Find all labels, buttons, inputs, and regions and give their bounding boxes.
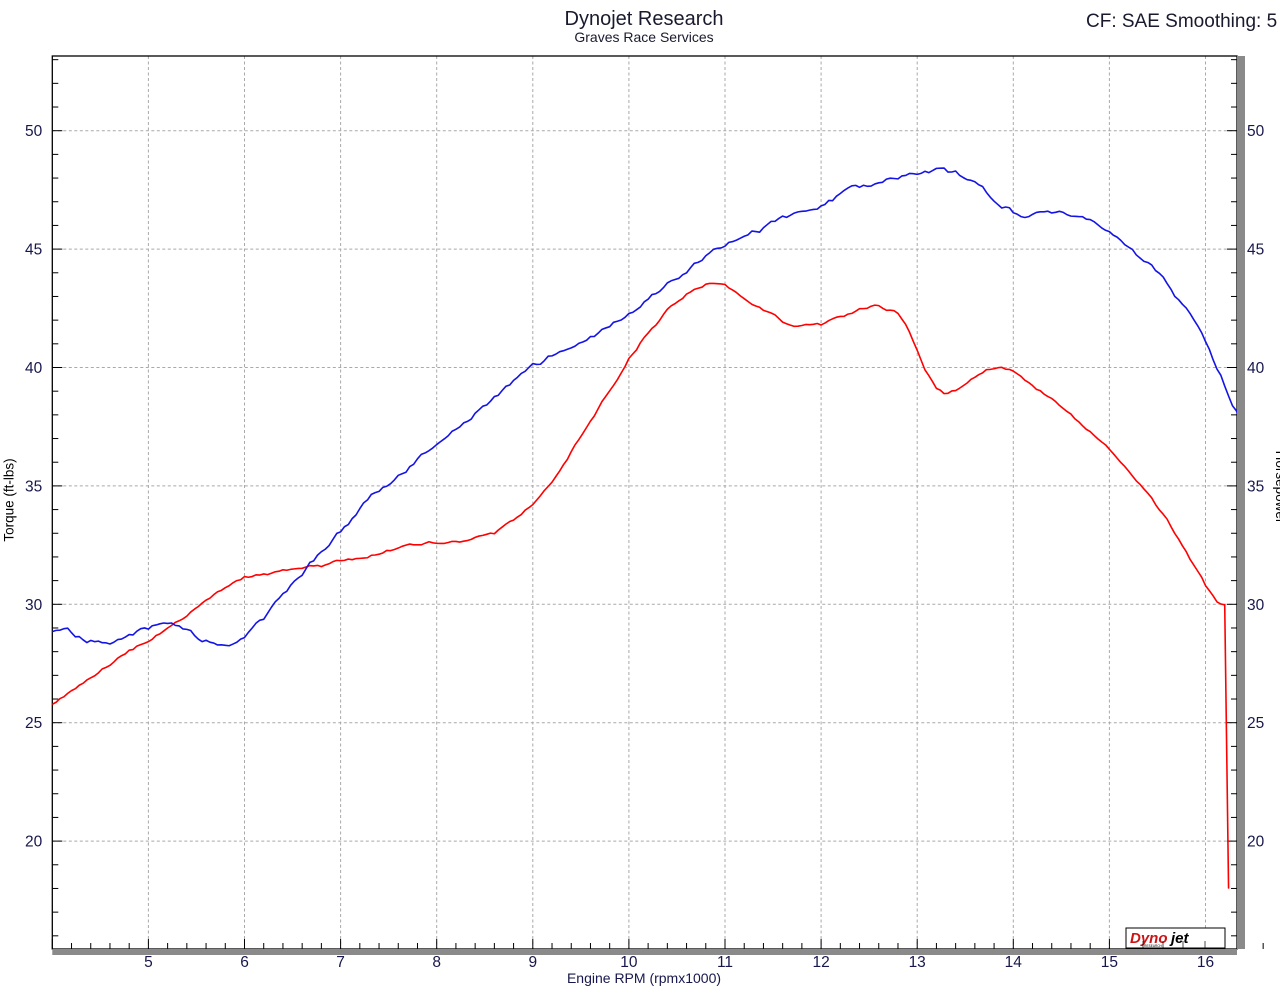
svg-text:jet: jet bbox=[1169, 930, 1190, 947]
svg-text:Graves Race Services: Graves Race Services bbox=[574, 29, 713, 45]
svg-text:30: 30 bbox=[1247, 597, 1265, 614]
svg-text:7: 7 bbox=[336, 954, 345, 971]
svg-text:14: 14 bbox=[1005, 954, 1023, 971]
svg-text:20: 20 bbox=[1247, 834, 1265, 851]
svg-text:13: 13 bbox=[909, 954, 926, 971]
svg-text:50: 50 bbox=[1247, 123, 1265, 140]
svg-text:20: 20 bbox=[25, 834, 43, 851]
svg-text:9: 9 bbox=[528, 954, 537, 971]
svg-text:40: 40 bbox=[25, 360, 43, 377]
svg-text:16: 16 bbox=[1197, 954, 1214, 971]
svg-text:Horsepower: Horsepower bbox=[1273, 451, 1280, 524]
svg-text:25: 25 bbox=[25, 715, 42, 732]
svg-text:Dynojet Research: Dynojet Research bbox=[565, 8, 724, 30]
svg-text:35: 35 bbox=[1247, 478, 1264, 495]
svg-text:15: 15 bbox=[1101, 954, 1118, 971]
svg-text:RESEARCH: RESEARCH bbox=[1144, 944, 1162, 948]
svg-text:Engine RPM (rpmx1000): Engine RPM (rpmx1000) bbox=[567, 970, 721, 986]
svg-text:5: 5 bbox=[144, 954, 153, 971]
svg-text:8: 8 bbox=[432, 954, 441, 971]
svg-text:12: 12 bbox=[812, 954, 829, 971]
svg-text:45: 45 bbox=[25, 242, 42, 259]
svg-text:45: 45 bbox=[1247, 242, 1264, 259]
svg-text:50: 50 bbox=[25, 123, 43, 140]
svg-text:11: 11 bbox=[717, 954, 733, 971]
svg-text:35: 35 bbox=[25, 478, 42, 495]
svg-text:6: 6 bbox=[240, 954, 249, 971]
svg-text:30: 30 bbox=[25, 597, 43, 614]
svg-text:40: 40 bbox=[1247, 360, 1265, 377]
svg-text:25: 25 bbox=[1247, 715, 1264, 732]
svg-text:10: 10 bbox=[620, 954, 638, 971]
svg-text:Torque (ft-lbs): Torque (ft-lbs) bbox=[2, 458, 17, 541]
svg-text:CF: SAE Smoothing: 5: CF: SAE Smoothing: 5 bbox=[1086, 11, 1277, 32]
